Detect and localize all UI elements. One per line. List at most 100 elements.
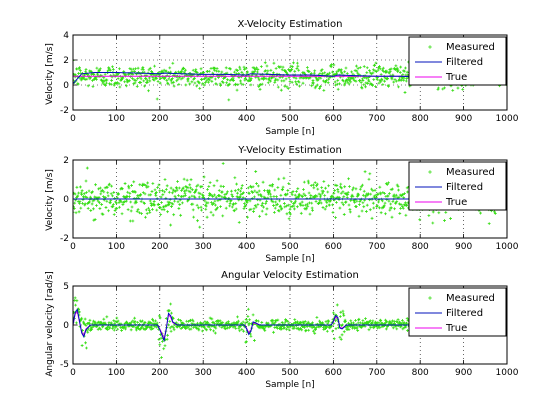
measured-point xyxy=(200,77,204,81)
measured-point xyxy=(167,202,170,206)
measured-point xyxy=(343,185,347,189)
measured-point xyxy=(260,209,264,213)
y-tick-label: 0 xyxy=(63,81,69,91)
measured-point xyxy=(396,318,400,322)
measured-point xyxy=(145,78,149,82)
measured-point xyxy=(140,212,143,215)
measured-point xyxy=(347,328,351,332)
measured-point xyxy=(213,331,217,335)
measured-point xyxy=(256,70,259,74)
measured-point xyxy=(365,203,369,207)
measured-point xyxy=(108,68,112,72)
measured-point xyxy=(127,184,130,188)
measured-point xyxy=(307,181,311,185)
measured-point xyxy=(78,66,81,70)
measured-point xyxy=(236,321,240,325)
measured-point xyxy=(75,321,78,325)
measured-point xyxy=(319,201,323,205)
measured-point xyxy=(255,191,259,194)
measured-point xyxy=(334,216,337,220)
measured-point xyxy=(228,204,232,208)
measured-point xyxy=(212,184,216,188)
measured-point xyxy=(196,321,199,325)
measured-point xyxy=(231,325,235,329)
measured-point xyxy=(111,203,115,206)
measured-point xyxy=(217,69,221,73)
measured-point xyxy=(373,325,377,329)
x-tick-labels: 0 100 200 300 400 500 600 700 800 900 1000 xyxy=(70,368,519,378)
measured-point xyxy=(444,211,448,214)
measured-point xyxy=(334,319,337,323)
measured-point xyxy=(294,76,298,80)
measured-point xyxy=(346,80,350,84)
measured-point xyxy=(323,207,327,211)
measured-point xyxy=(143,321,147,325)
measured-point xyxy=(121,203,125,206)
measured-point xyxy=(139,81,143,84)
measured-point xyxy=(404,201,407,205)
measured-point xyxy=(143,84,147,88)
measured-point xyxy=(133,320,137,323)
measured-point xyxy=(119,200,123,204)
measured-point xyxy=(362,65,366,68)
measured-point xyxy=(188,190,192,194)
measured-point xyxy=(85,196,89,199)
measured-point xyxy=(348,325,352,329)
measured-point xyxy=(493,210,496,214)
measured-point xyxy=(383,201,387,205)
measured-point xyxy=(84,70,87,74)
measured-point xyxy=(80,193,84,197)
measured-point xyxy=(202,71,206,74)
measured-point xyxy=(233,325,237,328)
measured-point xyxy=(328,203,331,207)
measured-point xyxy=(351,194,355,198)
measured-point xyxy=(325,329,329,333)
measured-point xyxy=(303,194,307,197)
measured-point xyxy=(140,325,144,329)
measured-point xyxy=(251,185,255,189)
measured-point xyxy=(393,78,397,82)
measured-point xyxy=(124,84,128,88)
measured-point xyxy=(194,68,198,71)
measured-point xyxy=(157,202,160,206)
legend-measured-label: Measured xyxy=(446,42,495,53)
measured-point xyxy=(123,200,127,204)
x-tick-label: 0 xyxy=(70,368,76,378)
measured-point xyxy=(405,321,409,325)
measured-point xyxy=(145,212,149,215)
measured-point xyxy=(85,346,88,350)
measured-point xyxy=(174,189,177,193)
measured-point xyxy=(339,310,343,314)
measured-point xyxy=(353,69,357,72)
measured-point xyxy=(172,84,176,88)
measured-point xyxy=(335,72,338,76)
measured-point xyxy=(169,186,173,190)
measured-point xyxy=(225,81,229,85)
measured-point xyxy=(78,69,82,72)
measured-point xyxy=(235,182,239,186)
measured-point xyxy=(157,183,161,187)
measured-point xyxy=(109,82,113,86)
x-axis-label: Sample [n] xyxy=(265,127,314,137)
measured-point xyxy=(85,191,88,194)
measured-point xyxy=(361,79,365,82)
measured-point xyxy=(364,76,368,80)
measured-point xyxy=(228,202,232,205)
measured-point xyxy=(249,79,252,82)
measured-point xyxy=(321,72,324,75)
measured-point xyxy=(355,64,358,68)
measured-point xyxy=(181,66,185,70)
measured-point xyxy=(315,326,318,329)
series-filtered-line xyxy=(73,308,507,343)
measured-point xyxy=(313,181,317,184)
measured-point xyxy=(201,194,205,198)
measured-point xyxy=(274,319,278,322)
measured-point xyxy=(348,210,352,214)
measured-point xyxy=(324,199,328,203)
x-tick-label: 1000 xyxy=(496,242,519,252)
measured-point xyxy=(96,199,100,203)
measured-point xyxy=(88,321,91,325)
measured-point xyxy=(338,315,342,318)
measured-point xyxy=(76,82,80,86)
measured-point xyxy=(347,203,351,207)
